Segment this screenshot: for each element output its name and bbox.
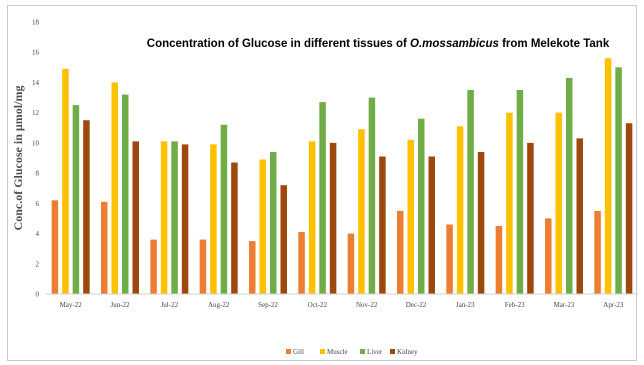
bar-muscle-feb-23 (506, 112, 513, 294)
bar-liver-feb-23 (516, 90, 524, 294)
glucose-bar-chart: Concentration of Glucose in different ti… (11, 19, 638, 356)
x-tick-label: Jan-23 (456, 301, 475, 309)
chart-frame: Concentration of Glucose in different ti… (7, 5, 638, 361)
x-tick-label: Oct-22 (308, 301, 328, 309)
chart-title-species: O.mossambicus (410, 38, 499, 50)
legend-swatch-muscle (320, 349, 325, 354)
bar-kidney-apr-23 (625, 123, 633, 295)
y-tick-label: 0 (36, 291, 40, 299)
bar-liver-nov-22 (368, 97, 376, 294)
x-tick-label: Nov-22 (356, 301, 378, 309)
legend-label-gill: Gill (293, 348, 304, 356)
x-tick-label: Jun-22 (110, 301, 130, 309)
bar-liver-apr-23 (615, 67, 622, 294)
chart-title-prefix: Concentration of Glucose in different ti… (147, 38, 410, 50)
y-tick-label: 10 (32, 139, 40, 147)
bar-kidney-jul-22 (181, 144, 189, 294)
legend-label-muscle: Muscle (327, 348, 348, 356)
bar-kidney-dec-22 (428, 156, 435, 294)
x-axis-labels: May-22 Jun-22 Jul-22 Aug-22 Sep-22 Oct-22 Nov-… (60, 301, 624, 309)
bar-gill-jan-23 (446, 224, 453, 294)
bar-gill-apr-23 (594, 210, 601, 294)
x-tick-label: Sep-22 (258, 301, 278, 309)
bar-kidney-oct-22 (329, 142, 337, 294)
bar-muscle-may-22 (62, 68, 69, 294)
y-tick-label: 16 (32, 49, 40, 57)
bar-kidney-feb-23 (527, 142, 534, 294)
bar-kidney-may-22 (83, 120, 90, 294)
legend-swatch-kidney (390, 349, 395, 354)
legend-label-kidney: Kidney (397, 348, 418, 356)
bar-kidney-jun-22 (132, 141, 139, 294)
bar-liver-oct-22 (319, 102, 326, 294)
bar-liver-aug-22 (220, 124, 228, 294)
bar-liver-may-22 (72, 105, 80, 294)
bar-series (51, 58, 633, 295)
y-tick-label: 4 (36, 230, 40, 238)
bar-gill-feb-23 (495, 226, 503, 294)
bar-muscle-mar-23 (555, 112, 562, 294)
chart-title: Concentration of Glucose in different ti… (147, 38, 610, 50)
y-tick-label: 18 (32, 19, 40, 27)
bar-liver-dec-22 (418, 118, 425, 295)
y-tick-label: 2 (36, 260, 40, 268)
legend: Gill Muscle Liver Kidney (286, 348, 418, 356)
bar-kidney-aug-22 (231, 162, 238, 294)
bar-muscle-oct-22 (308, 141, 316, 294)
bar-liver-jun-22 (122, 94, 129, 294)
x-tick-label: Dec-22 (406, 301, 427, 309)
x-tick-label: Mar-23 (554, 301, 575, 309)
bar-gill-mar-23 (545, 218, 552, 294)
bar-gill-oct-22 (298, 232, 305, 294)
bar-gill-may-22 (51, 200, 59, 294)
bar-liver-jan-23 (467, 90, 474, 294)
legend-label-liver: Liver (367, 348, 383, 356)
bar-muscle-jul-22 (160, 141, 168, 294)
bar-liver-sep-22 (270, 151, 277, 294)
y-tick-label: 14 (32, 79, 40, 87)
bar-muscle-aug-22 (210, 144, 217, 294)
bar-muscle-jun-22 (111, 82, 118, 294)
x-tick-label: Feb-23 (505, 301, 525, 309)
y-tick-label: 8 (36, 170, 40, 178)
legend-swatch-liver (360, 349, 365, 354)
bar-kidney-mar-23 (576, 138, 583, 294)
chart-title-suffix: from Melekote Tank (499, 38, 610, 50)
bar-gill-dec-22 (397, 210, 404, 294)
y-axis-label: Conc.of Glucose in µmol/mg (11, 86, 25, 231)
y-tick-label: 6 (36, 200, 40, 208)
x-tick-label: Apr-23 (603, 301, 624, 309)
x-tick-label: Jul-22 (161, 301, 179, 309)
bar-gill-nov-22 (347, 233, 355, 294)
bar-gill-aug-22 (199, 239, 207, 294)
bar-muscle-sep-22 (259, 159, 266, 294)
bar-muscle-nov-22 (358, 129, 365, 294)
bar-liver-mar-23 (566, 77, 573, 294)
y-tick-label: 12 (32, 109, 40, 117)
bar-kidney-sep-22 (280, 185, 287, 294)
bar-muscle-dec-22 (407, 139, 414, 294)
bar-kidney-jan-23 (477, 151, 485, 294)
bar-kidney-nov-22 (379, 156, 386, 294)
bar-muscle-apr-23 (604, 58, 612, 294)
bar-gill-sep-22 (249, 241, 256, 294)
bar-liver-jul-22 (171, 141, 178, 294)
legend-swatch-gill (286, 349, 291, 354)
bar-muscle-jan-23 (456, 126, 464, 295)
bar-gill-jun-22 (101, 201, 108, 294)
y-axis-ticks: 0 2 4 6 8 10 12 14 16 18 (32, 19, 40, 299)
x-tick-label: Aug-22 (208, 301, 230, 309)
bar-gill-jul-22 (150, 239, 157, 294)
x-tick-label: May-22 (60, 301, 83, 309)
